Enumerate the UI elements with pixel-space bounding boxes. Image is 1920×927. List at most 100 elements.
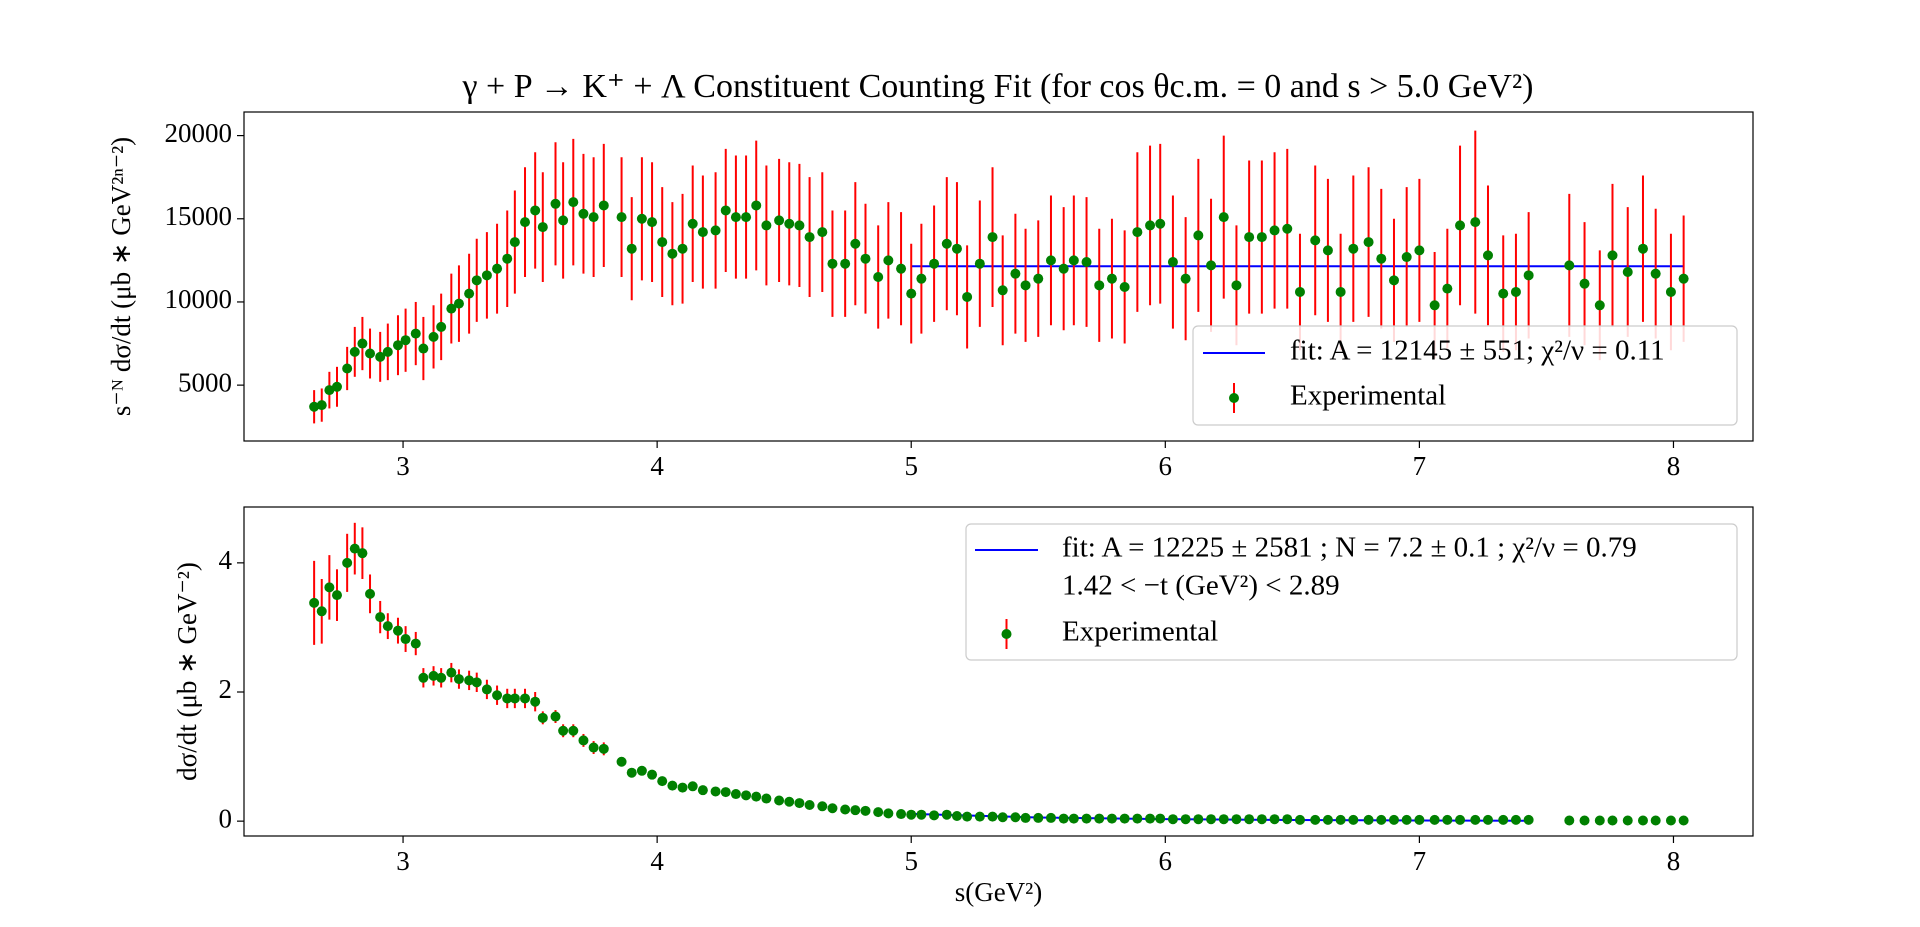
data-point	[1498, 814, 1509, 825]
data-point	[1414, 814, 1425, 825]
data-point	[1678, 815, 1689, 826]
data-point	[1470, 217, 1481, 228]
data-point	[929, 810, 940, 821]
y-tick-label: 10000	[165, 284, 233, 314]
data-point	[1637, 815, 1648, 826]
data-point	[677, 782, 688, 793]
data-point	[1482, 250, 1493, 261]
data-point	[1010, 268, 1021, 279]
legend-marker	[1229, 393, 1239, 403]
data-point	[1068, 255, 1079, 266]
y-axis-label: dσ/dt (μb ∗ GeV⁻²)	[172, 562, 202, 781]
data-point	[537, 712, 548, 723]
legend-annotation: 1.42 < −t (GeV²) < 2.89	[1062, 570, 1340, 602]
data-point	[342, 557, 353, 568]
data-point	[804, 800, 815, 811]
data-point	[1429, 300, 1440, 311]
data-point	[568, 197, 579, 208]
data-point	[941, 238, 952, 249]
data-point	[400, 335, 411, 346]
data-point	[558, 215, 569, 226]
data-point	[1244, 232, 1255, 243]
data-point	[741, 212, 752, 223]
data-point	[1363, 237, 1374, 248]
legend-label: fit: A = 12145 ± 551; χ²/ν = 0.11	[1290, 335, 1665, 367]
data-point	[873, 271, 884, 282]
data-point	[951, 810, 962, 821]
data-point	[616, 212, 627, 223]
data-point	[1498, 288, 1509, 299]
y-axis-label: s⁻ᴺ dσ/dt (μb ∗ GeV²ⁿ⁻²)	[106, 137, 136, 416]
data-point	[974, 258, 985, 269]
data-point	[1068, 813, 1079, 824]
data-point	[550, 198, 561, 209]
data-point	[324, 385, 335, 396]
data-point	[509, 237, 520, 248]
data-point	[636, 765, 647, 776]
data-point	[1442, 814, 1453, 825]
data-point	[794, 220, 805, 231]
data-point	[1081, 813, 1092, 824]
y-tick-label: 15000	[165, 201, 233, 231]
data-point	[1523, 814, 1534, 825]
data-point	[1594, 815, 1605, 826]
data-point	[446, 667, 457, 678]
x-tick-label: 5	[904, 846, 918, 876]
legend: fit: A = 12225 ± 2581 ; N = 7.2 ± 0.1 ; …	[965, 523, 1738, 661]
data-point	[1020, 812, 1031, 823]
data-point	[558, 725, 569, 736]
data-point	[537, 222, 548, 233]
data-point	[550, 711, 561, 722]
data-point	[1132, 813, 1143, 824]
data-point	[1145, 813, 1156, 824]
data-point	[804, 232, 815, 243]
data-point	[657, 237, 668, 248]
data-point	[896, 809, 907, 820]
legend: fit: A = 12145 ± 551; χ²/ν = 0.11 Experim…	[1192, 325, 1738, 426]
data-point	[1180, 273, 1191, 284]
data-point	[1081, 257, 1092, 268]
data-point	[453, 674, 464, 685]
data-point	[530, 696, 541, 707]
data-point	[1269, 814, 1280, 825]
data-point	[481, 270, 492, 281]
data-point	[860, 805, 871, 816]
data-point	[1401, 814, 1412, 825]
x-tick-label: 4	[650, 451, 664, 481]
y-tick-label: 0	[219, 803, 233, 833]
data-point	[492, 690, 503, 701]
data-point	[1665, 815, 1676, 826]
data-point	[1650, 815, 1661, 826]
data-point	[1180, 814, 1191, 825]
data-point	[1310, 814, 1321, 825]
x-tick-label: 5	[904, 451, 918, 481]
data-point	[1020, 280, 1031, 291]
data-point	[647, 769, 658, 780]
data-point	[1256, 814, 1267, 825]
data-point	[741, 790, 752, 801]
legend-label: Experimental	[1290, 380, 1446, 412]
x-tick-label: 7	[1413, 846, 1427, 876]
data-point	[710, 225, 721, 236]
data-point	[720, 787, 731, 798]
data-point	[987, 811, 998, 822]
data-point	[1335, 286, 1346, 297]
data-point	[1523, 270, 1534, 281]
data-point	[471, 677, 482, 688]
data-point	[906, 288, 917, 299]
data-point	[827, 258, 838, 269]
data-point	[1294, 814, 1305, 825]
x-tick-label: 3	[396, 846, 410, 876]
data-point	[860, 253, 871, 264]
x-axis-label: s(GeV²)	[955, 877, 1043, 907]
data-point	[962, 291, 973, 302]
data-point	[568, 725, 579, 736]
data-point	[1231, 814, 1242, 825]
data-point	[1335, 814, 1346, 825]
data-point	[883, 255, 894, 266]
data-point	[710, 786, 721, 797]
legend-marker	[1001, 629, 1012, 639]
data-point	[916, 273, 927, 284]
data-point	[657, 776, 668, 787]
